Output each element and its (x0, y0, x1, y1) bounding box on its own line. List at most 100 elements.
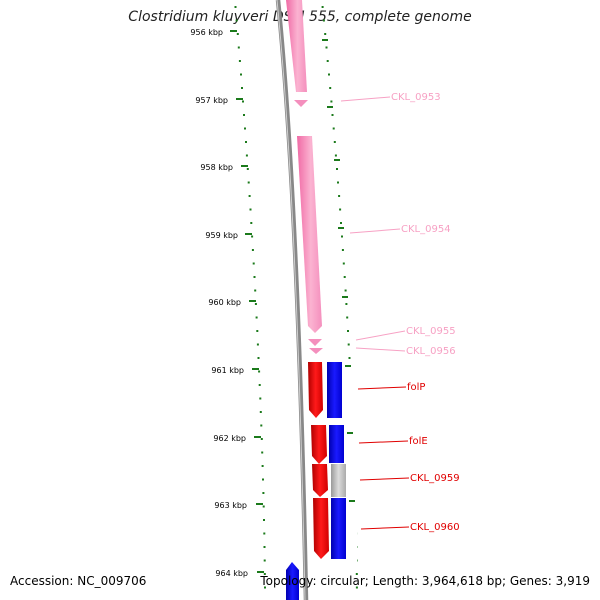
scale-dot-left (240, 73, 242, 76)
scale-dot-left (249, 208, 252, 211)
gene-cds-ckl-0953[interactable] (286, 0, 307, 92)
scale-dot-right (339, 208, 342, 211)
scale-dot-left (251, 235, 254, 238)
scale-dot-left (247, 181, 250, 184)
gene-cds-ckl-0953-arrowhead[interactable] (294, 100, 308, 107)
scale-dot-right (341, 235, 343, 238)
scale-dot-right (322, 19, 325, 22)
scale-dot-right (346, 316, 349, 319)
scale-dot-left (257, 357, 260, 359)
gene-label-ckl-0955[interactable]: CKL_0955 (406, 326, 456, 337)
gene-cds-folp[interactable] (308, 362, 323, 418)
scale-dot-left (262, 505, 265, 508)
scale-dot-left (250, 222, 253, 224)
gene-cds-ckl-0959[interactable] (312, 464, 328, 497)
scale-tick-labels: 956 kbp 957 kbp 958 kbp 959 kbp 960 kbp … (190, 28, 248, 578)
scale-major-ticks (230, 30, 355, 573)
scale-dot-right (336, 168, 338, 170)
gene-cds-ckl-0954[interactable] (297, 136, 322, 333)
gene-labels: CKL_0953 CKL_0954 CKL_0955 CKL_0956 folP… (391, 92, 460, 533)
scale-tick-label: 962 kbp (213, 434, 246, 443)
scale-dot-right (338, 195, 341, 197)
gene-label-ckl-0959[interactable]: CKL_0959 (410, 473, 460, 484)
scale-dot-right (341, 249, 344, 251)
gene-cds-ckl-0956[interactable] (309, 348, 323, 354)
scale-dot-right (330, 100, 333, 103)
scale-dot-left (256, 343, 259, 346)
gene-cds-ckl-0960[interactable] (313, 498, 329, 559)
scale-dot-left (254, 303, 257, 305)
scale-dot-right (321, 6, 324, 8)
gene-label-fole[interactable]: folE (409, 436, 428, 447)
scale-dot-left (260, 424, 263, 427)
scale-dot-left (252, 262, 255, 265)
scale-dot-right (345, 303, 348, 305)
scale-tick-label: 958 kbp (200, 163, 233, 172)
scale-dot-right (326, 60, 329, 62)
scale-dot-left (262, 492, 265, 494)
scale-dot-left (264, 586, 266, 589)
scale-dot-left (262, 478, 264, 481)
scale-dot-right (331, 114, 334, 116)
scale-dot-right (348, 357, 351, 359)
scale-tick-label: 964 kbp (215, 569, 248, 578)
scale-dot-right (355, 573, 358, 575)
gene-cds-blue-1[interactable] (327, 362, 342, 418)
scale-dot-left (256, 330, 259, 332)
scale-dot-left (236, 33, 239, 35)
scale-dots-left (234, 6, 266, 589)
scale-tick-label: 956 kbp (190, 28, 223, 37)
scale-dot-left (258, 370, 261, 373)
scale-dot-right (329, 87, 332, 89)
scale-dot-left (255, 316, 258, 319)
gene-cds-fole[interactable] (311, 425, 327, 464)
scale-dot-left (261, 465, 264, 467)
scale-tick-label: 961 kbp (211, 366, 244, 375)
scale-dot-left (258, 384, 261, 386)
scale-tick-label: 957 kbp (195, 96, 228, 105)
scale-dot-right (333, 141, 336, 143)
scale-dot-left (238, 60, 241, 62)
scale-dot-left (263, 559, 266, 562)
scale-tick-label: 959 kbp (205, 231, 238, 240)
gene-cds-blue-3[interactable] (331, 498, 346, 559)
scale-dot-left (242, 100, 244, 103)
scale-dot-left (245, 141, 247, 143)
gene-label-folp[interactable]: folP (407, 382, 425, 393)
gene-label-ckl-0954[interactable]: CKL_0954 (401, 224, 451, 235)
scale-dot-left (243, 114, 245, 116)
topology-text: Topology: circular; Length: 3,964,618 bp… (260, 574, 590, 588)
scale-dot-left (263, 546, 266, 548)
scale-dot-left (237, 46, 240, 49)
scale-dot-left (260, 438, 263, 440)
scale-dot-right (347, 343, 350, 346)
genome-backbone (275, 0, 309, 600)
gene-cds-blue-2[interactable] (329, 425, 344, 463)
scale-dot-left (251, 249, 254, 251)
gene-cds-grey[interactable] (331, 464, 346, 497)
scale-dot-right (355, 586, 358, 589)
scale-dot-right (347, 330, 349, 332)
gene-cds-ckl-0955[interactable] (308, 339, 322, 346)
gene-cds-blue-bottom[interactable] (286, 562, 299, 600)
scale-dot-left (235, 19, 238, 22)
genome-backbone-highlight (276, 0, 306, 600)
gene-label-ckl-0953[interactable]: CKL_0953 (391, 92, 441, 103)
scale-dot-right (324, 33, 327, 35)
scale-dot-left (253, 276, 256, 278)
scale-dot-left (259, 411, 262, 413)
scale-dot-right (343, 276, 346, 278)
gene-label-leaders (340, 96, 410, 530)
scale-dot-left (259, 397, 262, 400)
gene-label-ckl-0960[interactable]: CKL_0960 (410, 522, 460, 533)
gene-label-ckl-0956[interactable]: CKL_0956 (406, 346, 456, 357)
scale-dot-right (325, 46, 328, 49)
scale-dot-right (344, 289, 347, 292)
accession-text: Accession: NC_009706 (10, 574, 147, 588)
scale-dot-left (261, 451, 264, 454)
scale-dot-left (244, 127, 246, 130)
scale-dot-left (263, 519, 265, 521)
scale-tick-label: 960 kbp (208, 298, 241, 307)
